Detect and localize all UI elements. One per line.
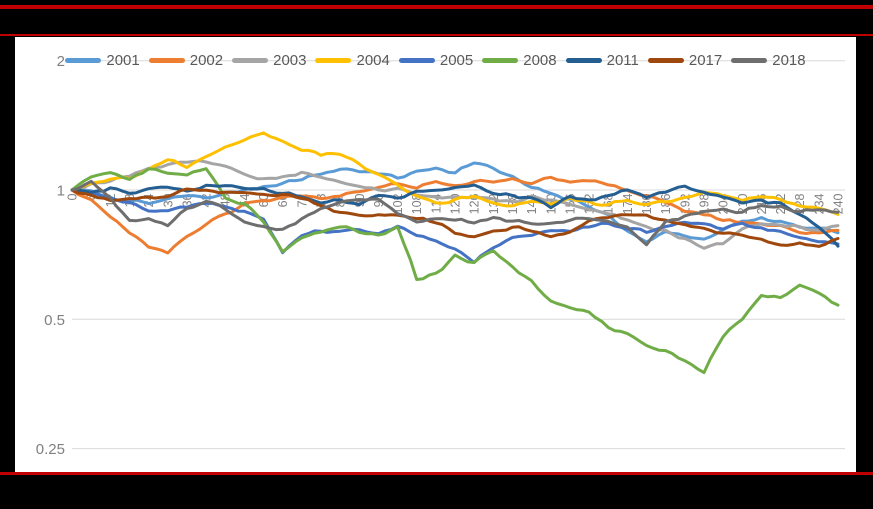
x-axis-tick-label: 48 (219, 193, 233, 207)
bottom-accent-line (0, 472, 873, 475)
x-axis-tick-label: 216 (755, 193, 769, 214)
series-line-2017 (70, 187, 840, 248)
x-axis-tick-label: 240 (832, 193, 846, 214)
x-axis-tick-label: 0 (66, 193, 80, 200)
y-axis-tick-label: 0.5 (44, 312, 65, 329)
y-axis-tick-label: 1 (57, 183, 65, 200)
y-axis-tick-label: 2 (57, 53, 65, 70)
x-axis-tick-label: 198 (698, 193, 712, 214)
x-axis-tick-label: 138 (506, 193, 520, 214)
series-line-2011 (70, 183, 840, 248)
x-axis-tick-label: 174 (621, 193, 635, 214)
series-line-2002 (70, 175, 840, 255)
top-accent-line (0, 5, 873, 9)
y-axis-tick-label: 0.25 (36, 441, 65, 458)
header-divider-line (0, 34, 873, 36)
line-chart: 210.50.250 6 12 18 24 30 36 42 48 54 60 66 72 78 84 90 9… (36, 53, 846, 458)
chart-panel: 2 1 0.5 0.25 0 6 12 18 24 30 36 42 48 54 60 66 72 78 84 90 9… (15, 37, 856, 473)
x-axis-tick-label: 24 (142, 193, 156, 207)
series-line-2001 (70, 161, 840, 244)
series-line-2008 (70, 167, 840, 375)
series-line-2018 (70, 179, 840, 247)
